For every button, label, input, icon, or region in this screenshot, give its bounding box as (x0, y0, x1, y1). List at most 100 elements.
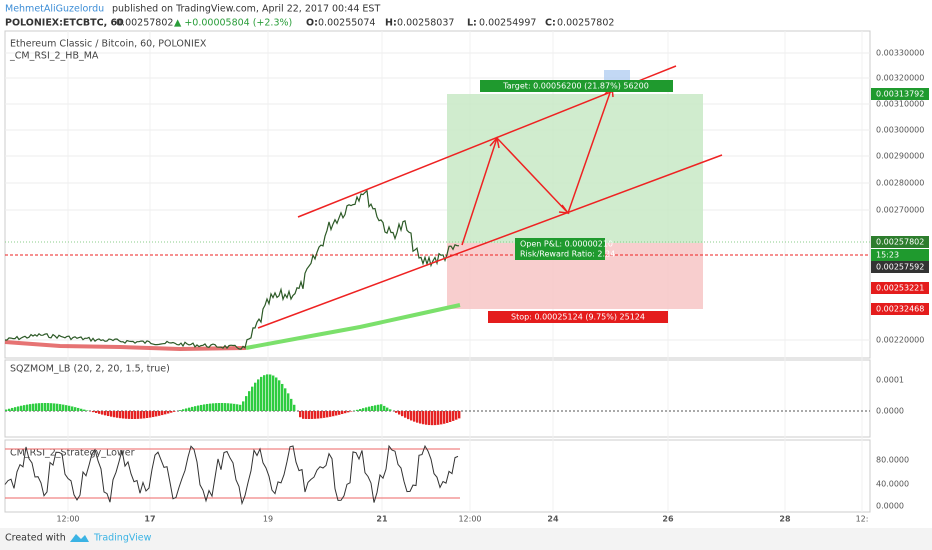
sqz-bar (446, 411, 449, 423)
sqz-bar (224, 403, 227, 411)
stop-box (488, 311, 668, 323)
sqz-bar (194, 406, 197, 411)
sqz-bar (242, 401, 245, 411)
rsi-axis-label: 0.0000 (876, 502, 904, 511)
price-tag: 0.00257592 (876, 263, 924, 272)
sqz-bar (209, 403, 212, 411)
sqz-bar (44, 403, 47, 411)
sqz-bar (86, 410, 89, 411)
sqz-bar (371, 405, 374, 411)
sqz-bar (437, 411, 440, 425)
sqz-bar (455, 411, 458, 420)
sqz-bar (260, 376, 263, 411)
main-panel (4, 30, 871, 359)
ma-green (245, 303, 461, 350)
sqz-bar (26, 404, 29, 411)
sqz-bar (98, 411, 101, 414)
sqz-bar (278, 380, 281, 411)
ohlc-value: 0.00258037 (397, 18, 454, 29)
sqz-bar (380, 404, 383, 411)
sqz-bar (227, 403, 230, 411)
time-axis-label: 24 (547, 515, 559, 524)
price-tag: 0.00313792 (876, 90, 924, 99)
ohlc-label: L: (467, 18, 477, 29)
sqz-bar (356, 409, 359, 411)
sqz-bar (92, 411, 95, 413)
price-tag: 0.00232468 (876, 305, 924, 314)
sqz-bar (191, 406, 194, 411)
sqz-bar (251, 386, 254, 411)
sqz-bar (164, 411, 167, 415)
sqz-bar (131, 411, 134, 419)
sqz-bar (320, 411, 323, 419)
sqz-bar (281, 383, 284, 411)
sqz-bar (212, 403, 215, 411)
sqz-bar (410, 411, 413, 421)
sqz-bar (419, 411, 422, 424)
sqz-bar (338, 411, 341, 415)
sqz-bar (308, 411, 311, 419)
sqz-bar (119, 411, 122, 419)
sqz-bar (17, 406, 20, 411)
ohlc-value: 0.00255074 (318, 18, 375, 29)
sqz-bar (341, 411, 344, 415)
symbol: POLONIEX:ETCBTC, 60 (5, 18, 124, 29)
sqz-axis-label: 0.0000 (876, 407, 904, 416)
sqz-bar (5, 409, 8, 411)
footer-created: Created with (5, 533, 66, 544)
projection (461, 86, 613, 246)
sqz-bar (215, 403, 218, 411)
sqz-bar (365, 407, 368, 411)
sqz-bar (128, 411, 131, 419)
sqz-bar (137, 411, 140, 419)
sqz-bar (428, 411, 431, 426)
time-axis-label: 12:00 (56, 515, 79, 524)
sqz-bar (416, 411, 419, 423)
author[interactable]: MehmetAliGuzelordu (5, 4, 104, 15)
sqz-bar (401, 411, 404, 417)
sqz-bar (344, 411, 347, 414)
sqz-bar (74, 407, 77, 411)
sqz-bar (167, 411, 170, 414)
change: ▲ +0.00005804 (+2.3%) (174, 18, 292, 29)
sqz-bar (122, 411, 125, 419)
ohlc-value: 0.00257802 (557, 18, 614, 29)
footer-brand[interactable]: TradingView (93, 533, 152, 544)
published: published on TradingView.com, April 22, … (112, 4, 380, 15)
sqz-bar (50, 403, 53, 411)
axes: 0.00330000 0.00320000 0.00310000 0.00300000… (56, 49, 929, 524)
sqz-bar (68, 405, 71, 411)
time-axis-label: 19 (263, 515, 273, 524)
sqz-axis-label: 0.0001 (876, 376, 904, 385)
sqz-bar (59, 404, 62, 411)
sqz-bar (272, 375, 275, 411)
price-series (5, 189, 460, 350)
sqz-bar (407, 411, 410, 420)
profit-zone (447, 94, 703, 243)
channel-lower (257, 154, 723, 329)
sqz-bar (245, 396, 248, 411)
sqz-bar (47, 403, 50, 411)
sqz-bar (170, 411, 173, 413)
risk-reward: Risk/Reward Ratio: 2.24 (520, 250, 615, 259)
sqz-bar (305, 411, 308, 419)
price-axis-label: 0.00270000 (876, 206, 924, 215)
sqz-bar (383, 405, 386, 411)
sqz-bar (38, 403, 41, 411)
sqz-bar (41, 403, 44, 411)
sqz-bar (452, 411, 455, 421)
sqz-bar (173, 411, 176, 412)
sqz-bar (284, 388, 287, 411)
sqz-bar (20, 405, 23, 411)
sqz-bar (293, 404, 296, 411)
sqz-title: SQZMOM_LB (20, 2, 20, 1.5, true) (10, 364, 170, 375)
sqz-bar (287, 393, 290, 411)
time-axis-label: 17 (144, 515, 155, 524)
sqz-bar (206, 403, 209, 411)
stop-label: Stop: 0.00025124 (9.75%) 25124 (511, 313, 645, 322)
sqz-bar (107, 411, 110, 417)
sqz-bar (239, 404, 242, 411)
sqz-bar (203, 404, 206, 411)
sqz-bar (302, 411, 305, 419)
time-axis-label: 28 (779, 515, 791, 524)
